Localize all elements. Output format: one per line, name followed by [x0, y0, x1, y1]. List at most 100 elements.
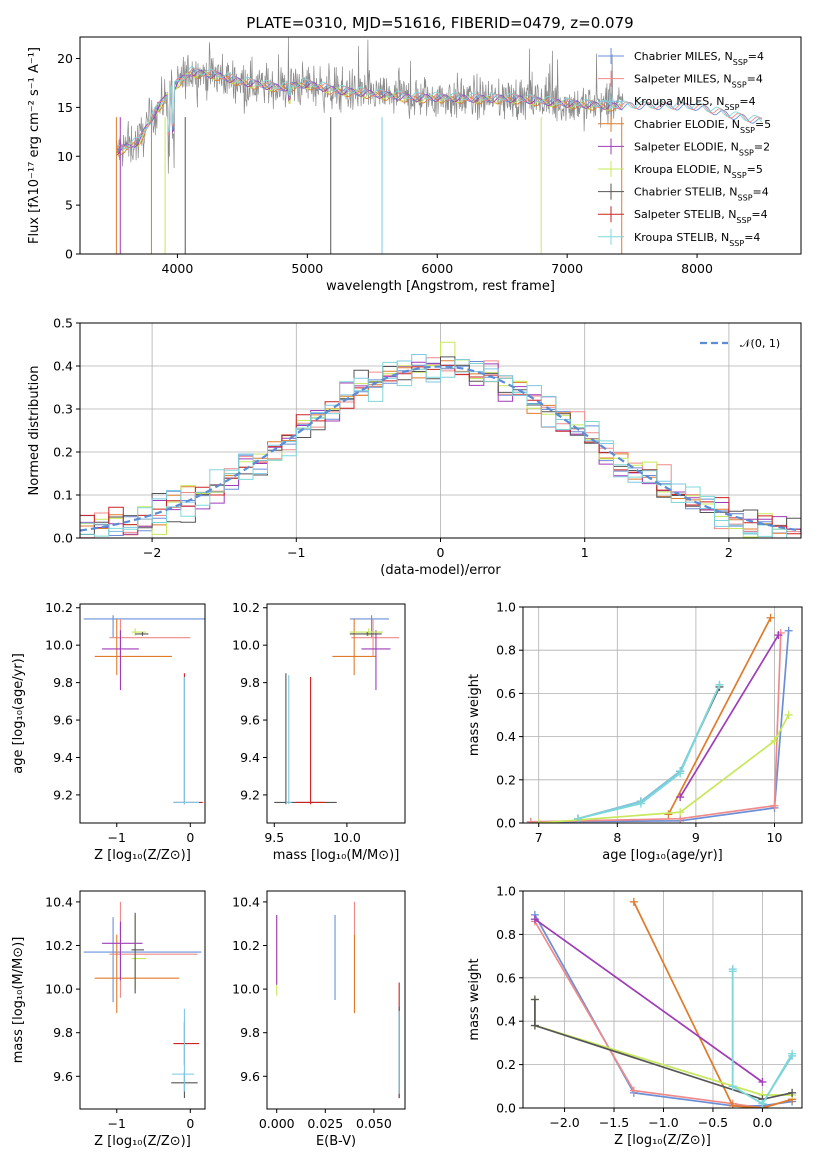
y-tick-label: 9.6 — [240, 713, 260, 728]
weight-marker — [758, 1099, 767, 1108]
x-tick-label: 1 — [581, 545, 589, 560]
error-point — [131, 912, 144, 994]
error-point — [173, 673, 203, 805]
y-tick-label: 0.6 — [496, 686, 516, 701]
weight-series-line — [530, 632, 782, 823]
y-tick-label: 9.8 — [53, 675, 73, 690]
y-tick-label: 0.8 — [496, 927, 516, 942]
x-axis-label: wavelength [Angstrom, rest frame] — [326, 279, 555, 294]
error-point — [131, 628, 147, 636]
y-tick-label: 0.4 — [496, 1014, 516, 1029]
error-point — [349, 628, 384, 636]
x-tick-label: 10.0 — [333, 830, 361, 845]
panel-age_vs_Z: −1 0 9.2 9.4 9.6 9.8 10.0 10.2 Z [log₁₀(Z/Z⊙)] ag… — [11, 600, 206, 863]
weight-series-line — [530, 630, 790, 823]
weight-marker — [728, 1082, 737, 1091]
plot-area — [274, 615, 400, 805]
plot-area — [115, 37, 763, 254]
y-tick-label: 1.0 — [496, 600, 516, 615]
error-point — [83, 917, 202, 1003]
x-tick-label: −1 — [108, 830, 126, 845]
plot-area — [83, 901, 202, 1099]
weight-marker — [766, 613, 775, 622]
x-axis-label: mass [log₁₀(M/M⊙)] — [273, 848, 400, 863]
y-tick-label: 9.2 — [53, 787, 73, 802]
legend-label: Kroupa ELODIE, NSSP=5 — [634, 163, 763, 180]
panel-age_vs_mass: 9.5 10.0 9.2 9.4 9.6 9.8 10.0 10.2 mass [log₁₀(M… — [232, 600, 406, 863]
y-tick-label: 10.2 — [45, 938, 73, 953]
x-tick-label: 6000 — [421, 261, 453, 276]
x-tick-label: 0 — [186, 1116, 194, 1131]
y-tick-label: 9.4 — [240, 750, 260, 765]
weight-marker — [676, 793, 685, 802]
weight-marker — [636, 799, 645, 808]
y-tick-label: 9.2 — [240, 787, 260, 802]
legend-entry: Kroupa STELIB, NSSP=4 — [598, 228, 760, 247]
weight-series-line — [633, 901, 793, 1108]
x-tick-label: −1 — [108, 1116, 126, 1131]
panel-mass_vs_Z: −1 0 9.6 9.8 10.0 10.2 10.4 Z [log₁₀(Z/Z⊙)] mass… — [11, 890, 206, 1149]
error-point — [109, 901, 198, 998]
y-tick-label: 1.0 — [496, 884, 516, 899]
panel-mass_vs_EBV: 0.000 0.025 0.050 9.6 9.8 10.0 10.2 10.4 E(B-V) — [232, 890, 406, 1149]
y-tick-label: 9.6 — [240, 1069, 260, 1084]
y-tick-label: 10.2 — [45, 600, 73, 615]
y-axis-label: Normed distribution — [27, 366, 42, 496]
panel-weight_vs_age: 7 8 9 10 0.0 0.2 0.4 0.6 0.8 1.0 age [log₁₀(age/yr… — [467, 600, 803, 863]
legend-label: Chabrier ELODIE, NSSP=5 — [634, 118, 771, 135]
y-tick-label: 0.2 — [496, 1057, 516, 1072]
weight-marker — [526, 817, 535, 823]
residual-histogram-7 — [80, 354, 801, 538]
weight-marker — [629, 1086, 638, 1095]
legend-label: Kroupa MILES, NSSP=4 — [634, 95, 756, 112]
plot-area — [80, 341, 801, 538]
x-axis-label: Z [log₁₀(Z/Z⊙)] — [94, 848, 191, 863]
weight-marker — [788, 1049, 797, 1058]
y-axis-label: mass weight — [467, 958, 482, 1040]
y-axis-label: age [log₁₀(age/yr)] — [11, 653, 26, 774]
panel-spectrum: 4000 5000 6000 7000 8000 0 5 10 15 20 wavelength [… — [27, 36, 802, 294]
x-tick-label: 8 — [613, 830, 621, 845]
weight-series-line — [731, 971, 793, 1105]
x-tick-label: 8000 — [681, 261, 713, 276]
x-tick-label: −0.5 — [698, 1115, 728, 1130]
weight-marker — [770, 801, 779, 810]
x-tick-label: 0 — [186, 830, 194, 845]
model-spectrum-5 — [116, 66, 763, 150]
weight-marker — [664, 810, 673, 819]
axes-frame — [79, 890, 206, 1110]
legend-label: Salpeter MILES, NSSP=4 — [634, 73, 763, 90]
y-tick-label: 9.8 — [240, 675, 260, 690]
weight-marker — [728, 1101, 737, 1108]
model-spectrum-2 — [116, 69, 623, 156]
axes-frame — [79, 36, 802, 255]
y-tick-label: 0.5 — [53, 316, 73, 331]
x-tick-label: 5000 — [291, 261, 323, 276]
x-tick-label: 4000 — [162, 261, 194, 276]
error-point — [94, 618, 172, 676]
error-point — [102, 921, 143, 981]
y-tick-label: 10.0 — [45, 982, 73, 997]
weight-series-line — [577, 684, 721, 820]
y-tick-label: 9.6 — [53, 1069, 73, 1084]
weight-marker — [530, 915, 539, 924]
x-tick-label: 9.5 — [264, 830, 284, 845]
legend-entry: Chabrier MILES, NSSP=4 — [598, 48, 764, 67]
x-axis-label: (data-model)/error — [380, 563, 501, 578]
x-tick-label: −1.0 — [648, 1115, 678, 1130]
y-tick-label: 5 — [65, 198, 73, 213]
x-tick-label: −2 — [143, 545, 161, 560]
error-point — [274, 673, 337, 805]
weight-marker — [715, 680, 724, 689]
y-tick-label: 10.2 — [232, 938, 260, 953]
y-axis-label: Flux [fλ10⁻¹⁷ erg cm⁻² s⁻¹ A⁻¹] — [27, 47, 42, 244]
x-tick-label: 2 — [725, 545, 733, 560]
figure-title: PLATE=0310, MJD=51616, FIBERID=0479, z=0… — [246, 14, 633, 32]
normal-reference-curve — [80, 365, 801, 532]
error-point — [102, 630, 139, 691]
error-point — [94, 934, 180, 1014]
model-spectrum-0 — [116, 71, 623, 155]
legend-label: Chabrier STELIB, NSSP=4 — [634, 186, 769, 203]
y-tick-label: 10.2 — [232, 600, 260, 615]
